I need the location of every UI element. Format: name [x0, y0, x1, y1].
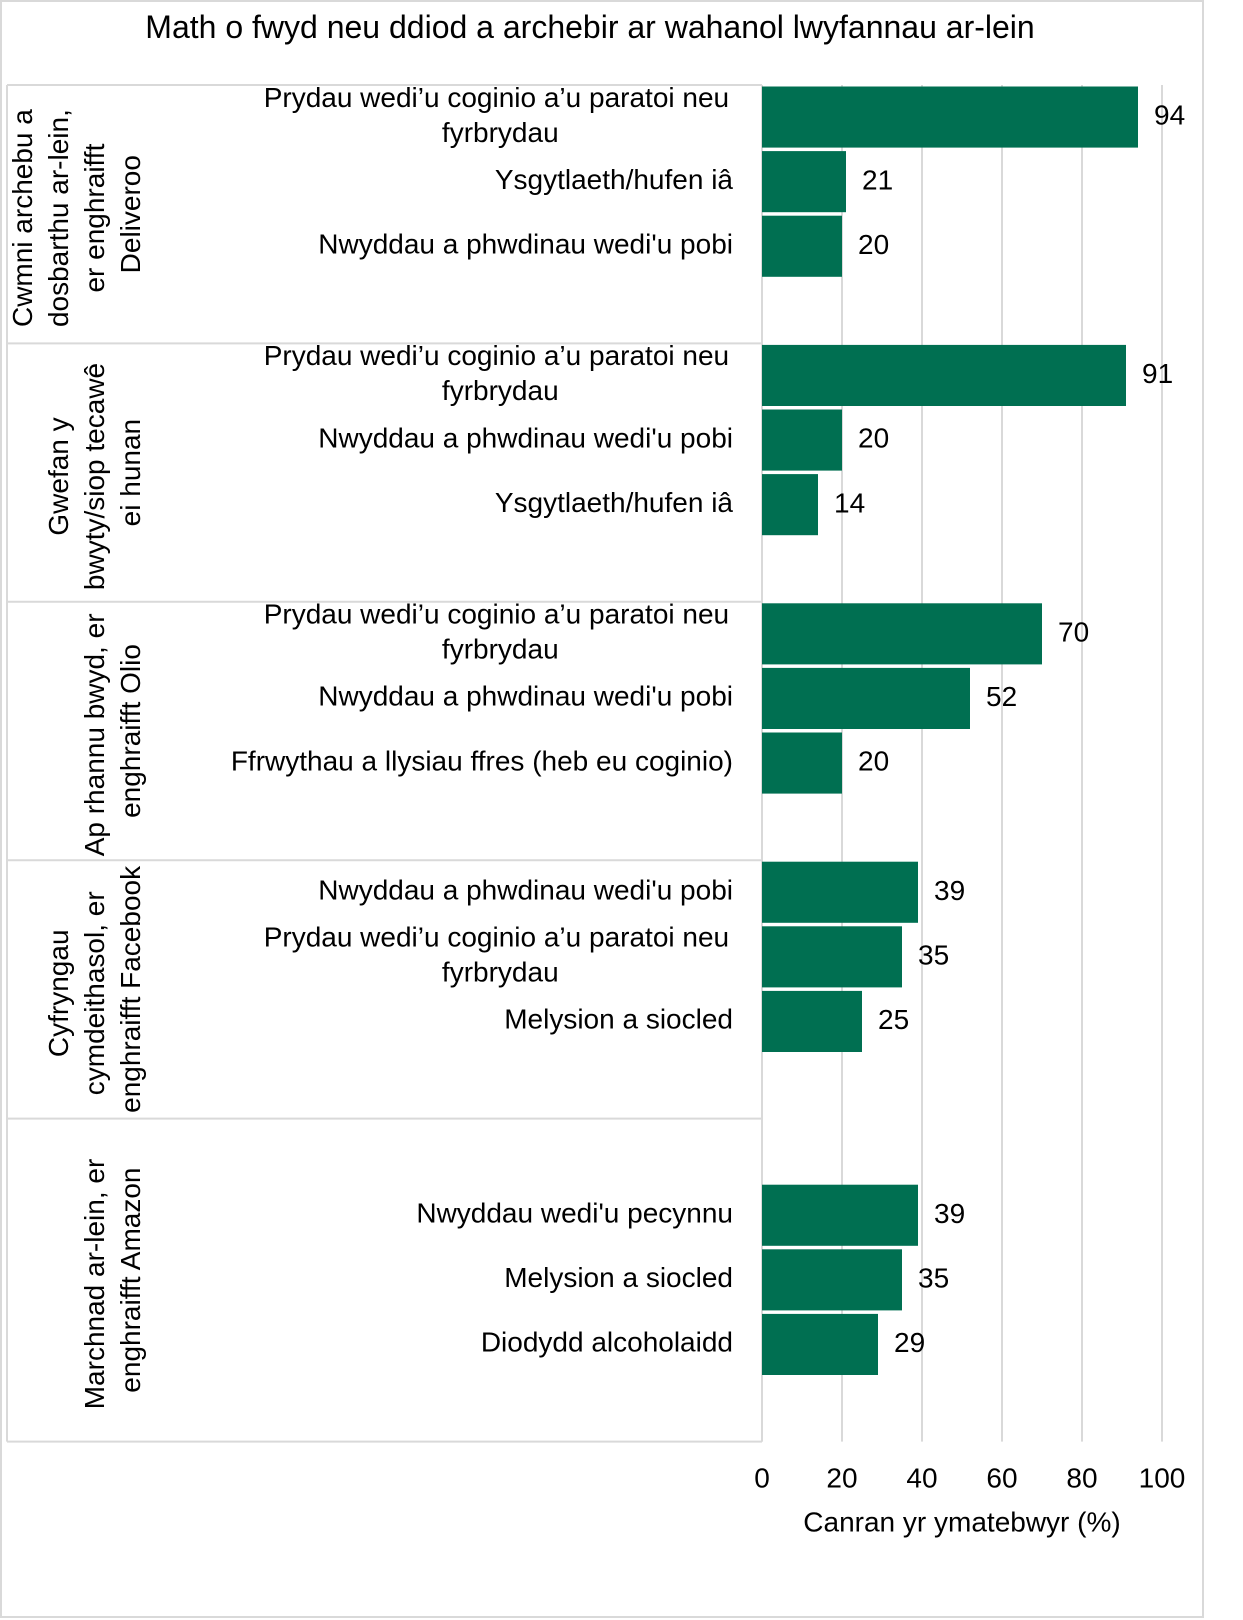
value-label: 35 [918, 939, 949, 970]
bar [762, 667, 970, 729]
value-label: 94 [1154, 100, 1185, 131]
group-label: Marchnad ar-lein, er enghraifft Amazon [79, 1151, 146, 1409]
group-label: Ap rhannu bwyd, er enghraifft Olio [79, 606, 146, 857]
value-label: 52 [986, 681, 1017, 712]
bar [762, 86, 1138, 148]
x-tick-label: 100 [1139, 1462, 1186, 1493]
x-tick-label: 80 [1066, 1462, 1097, 1493]
value-label: 20 [858, 229, 889, 260]
bar [762, 1249, 902, 1311]
category-label: Prydau wedi’u coginio a’u paratoi neu fy… [264, 341, 737, 407]
category-label: Prydau wedi’u coginio a’u paratoi neu fy… [264, 922, 737, 988]
value-label: 20 [858, 423, 889, 454]
group-label: Cwmni archebu a dosbarthu ar-lein, er en… [7, 101, 146, 327]
category-label: Ysgytlaeth/hufen iâ [495, 487, 734, 518]
category-label: Prydau wedi’u coginio a’u paratoi neu fy… [264, 599, 737, 665]
category-label: Nwyddau wedi'u pecynnu [416, 1198, 733, 1229]
group-label: Cyfryngau cymdeithasol, er enghraifft Fa… [43, 865, 146, 1113]
bar [762, 926, 902, 988]
bar [762, 861, 918, 923]
bar [762, 732, 842, 794]
category-label: Nwyddau a phwdinau wedi'u pobi [318, 423, 733, 454]
chart-title: Math o fwyd neu ddiod a archebir ar waha… [145, 9, 1034, 45]
category-label: Ysgytlaeth/hufen iâ [495, 164, 734, 195]
x-tick-label: 60 [986, 1462, 1017, 1493]
category-label: Nwyddau a phwdinau wedi'u pobi [318, 681, 733, 712]
category-label: Diodydd alcoholaidd [481, 1327, 733, 1358]
bar [762, 474, 818, 536]
value-label: 39 [934, 1198, 965, 1229]
category-label: Prydau wedi’u coginio a’u paratoi neu fy… [264, 82, 737, 148]
value-label: 21 [862, 164, 893, 195]
bar [762, 1313, 878, 1375]
x-axis-label: Canran yr ymatebwyr (%) [803, 1506, 1120, 1537]
bar [762, 1184, 918, 1246]
x-tick-label: 0 [754, 1462, 770, 1493]
x-tick-label: 20 [826, 1462, 857, 1493]
value-label: 25 [878, 1004, 909, 1035]
category-label: Nwyddau a phwdinau wedi'u pobi [318, 229, 733, 260]
group-label: Gwefan y bwyty/siop tecawê ei hunan [43, 355, 146, 590]
category-label: Nwyddau a phwdinau wedi'u pobi [318, 875, 733, 906]
value-label: 39 [934, 875, 965, 906]
x-tick-label: 40 [906, 1462, 937, 1493]
category-label: Melysion a siocled [504, 1262, 733, 1293]
bar [762, 990, 862, 1052]
bar [762, 603, 1042, 665]
value-label: 14 [834, 487, 865, 518]
value-label: 20 [858, 746, 889, 777]
bar [762, 215, 842, 277]
value-label: 70 [1058, 616, 1089, 647]
category-label: Melysion a siocled [504, 1004, 733, 1035]
value-label: 29 [894, 1327, 925, 1358]
value-label: 91 [1142, 358, 1173, 389]
category-label: Ffrwythau a llysiau ffres (heb eu cogini… [231, 746, 733, 777]
bar [762, 409, 842, 471]
bar [762, 151, 846, 213]
bar [762, 344, 1126, 406]
value-label: 35 [918, 1262, 949, 1293]
